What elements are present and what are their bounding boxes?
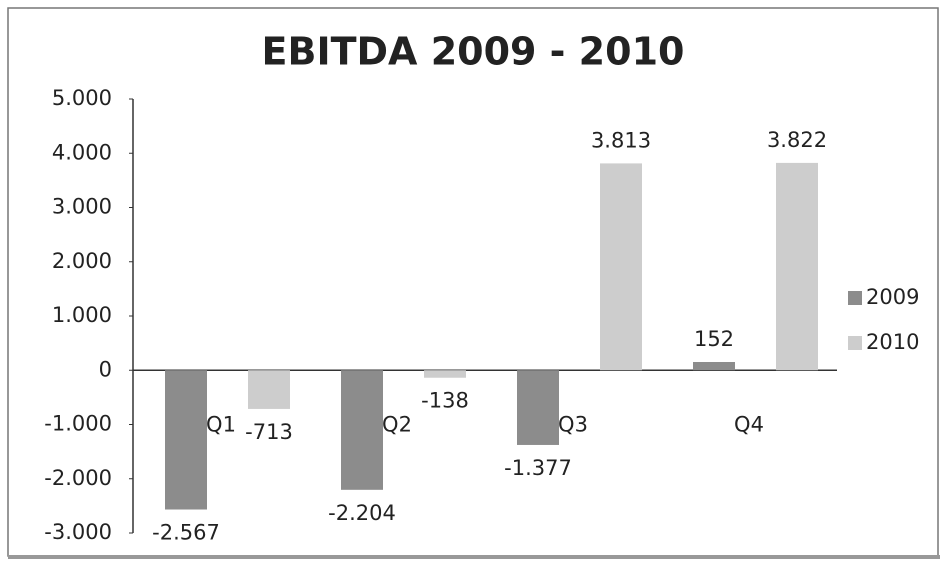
y-tick-label: 5.000 [52, 86, 112, 110]
y-tick-label: 3.000 [52, 195, 112, 219]
bar [693, 362, 735, 371]
bar [600, 163, 642, 371]
data-label: -2.204 [328, 501, 396, 525]
data-label: -1.377 [504, 456, 572, 480]
y-tick-label: 2.000 [52, 249, 112, 273]
data-label: -713 [245, 420, 293, 444]
y-tick-label: 0 [99, 357, 112, 381]
bar [341, 370, 383, 490]
legend-label: 2010 [866, 330, 919, 354]
bar [165, 370, 207, 510]
data-label: 3.822 [767, 128, 827, 152]
y-tick-label: -2.000 [44, 466, 112, 490]
legend-label: 2009 [866, 285, 919, 309]
x-tick-label: Q1 [206, 412, 236, 436]
x-tick-label: Q4 [734, 412, 764, 436]
chart-title: EBITDA 2009 - 2010 [262, 30, 685, 74]
bar [776, 162, 818, 371]
y-tick-label: 1.000 [52, 303, 112, 327]
data-label: 3.813 [591, 128, 651, 152]
y-tick-label: -3.000 [44, 520, 112, 544]
bar [424, 370, 466, 378]
data-label: -138 [421, 389, 469, 413]
data-label: 152 [694, 327, 734, 351]
legend-swatch [848, 291, 862, 305]
bar [517, 370, 559, 445]
y-tick-label: 4.000 [52, 140, 112, 164]
data-label: -2.567 [152, 521, 220, 545]
bar [248, 370, 290, 409]
x-tick-label: Q3 [558, 412, 588, 436]
legend-swatch [848, 336, 862, 350]
y-tick-label: -1.000 [44, 412, 112, 436]
x-tick-label: Q2 [382, 412, 412, 436]
